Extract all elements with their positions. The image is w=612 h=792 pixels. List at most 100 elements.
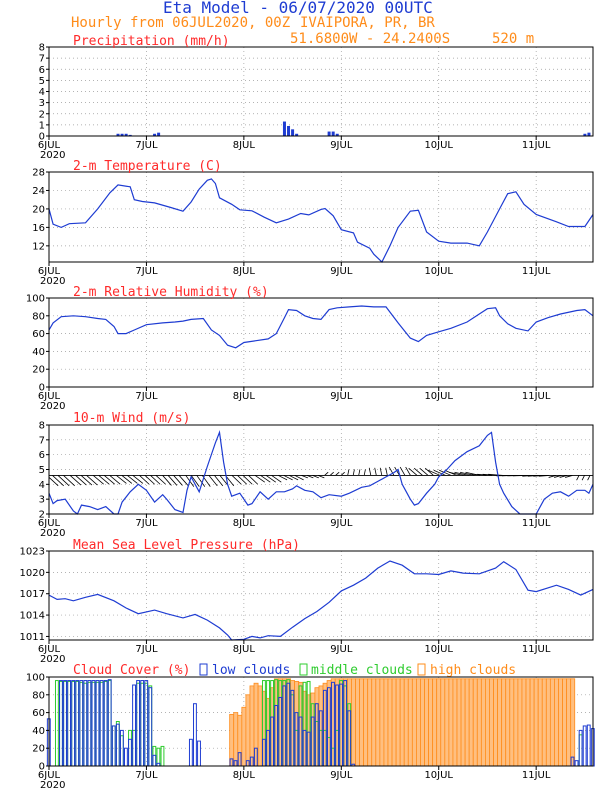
precip-xtick-label: 8JUL <box>233 140 256 151</box>
wind-barb <box>399 466 406 476</box>
precip-bar <box>128 134 132 136</box>
wind-barb <box>63 475 75 487</box>
cloud-low-bar <box>136 680 141 767</box>
legend-low-label: low clouds <box>212 663 290 678</box>
cloud-ytick-label: 0 <box>39 762 45 773</box>
wind-barb <box>388 466 395 476</box>
cloud-ytick-label: 20 <box>32 744 45 755</box>
cloud-high-bar <box>566 678 572 767</box>
cloud-high-bar <box>241 706 247 767</box>
wind-barb <box>385 467 388 476</box>
rh-xtick-label: 9JUL <box>330 391 353 402</box>
cloud-low-bar <box>582 725 587 767</box>
wind-barb <box>237 475 248 485</box>
wind-barb <box>576 475 580 481</box>
wind-barb <box>214 475 224 487</box>
cloud-high-bar <box>395 678 401 767</box>
temp-xtick-label: 6JUL <box>38 266 61 277</box>
rh-ytick-label: 100 <box>26 294 45 305</box>
cloud-high-bar <box>379 678 385 767</box>
legend-mid-label: middle clouds <box>311 663 413 678</box>
rh-ytick-label: 0 <box>39 383 45 394</box>
cloud-low-bar <box>140 680 145 767</box>
mslp-xtick-label: 10JUL <box>424 644 453 655</box>
cloud-high-bar <box>489 678 494 767</box>
wind-ytick-label: 4 <box>39 480 45 491</box>
cloud-high-bar <box>456 678 462 767</box>
cloud-low-bar <box>124 747 128 767</box>
coordinates-label: 51.6800W - 24.2400S <box>290 31 450 47</box>
cloud-frame <box>48 676 594 767</box>
wind-barb <box>254 475 266 483</box>
mslp-ytick-label: 1020 <box>20 568 45 579</box>
cloud-high-bar <box>245 694 251 767</box>
precip-ytick-label: 3 <box>39 98 45 109</box>
legend-low-swatch <box>199 663 208 676</box>
temp-ytick-label: 16 <box>32 223 45 234</box>
precip-xtick-label: 7JUL <box>135 140 158 151</box>
wind-barb <box>408 467 418 476</box>
wind-barb <box>109 475 121 485</box>
legend-mid-swatch <box>299 663 308 676</box>
wind-barb <box>347 469 350 476</box>
wind-ytick-label: 7 <box>39 435 45 446</box>
wind-barb <box>329 471 334 476</box>
precip-ytick-label: 8 <box>39 43 45 54</box>
cloud-high-bar <box>562 678 568 767</box>
cloud-high-bar <box>424 678 429 767</box>
cloud-low-bar <box>91 680 96 767</box>
cloud-high-bar <box>367 678 373 767</box>
wind-barb <box>433 469 446 476</box>
cloud-high-bar <box>517 678 523 767</box>
cloud-high-bar <box>505 678 511 767</box>
cloud-high-bar <box>363 678 369 767</box>
wind-xtick-label: 9JUL <box>330 518 353 529</box>
cloud-low-bar <box>59 680 63 767</box>
mslp-xtick-label: 11JUL <box>522 644 551 655</box>
precip-ytick-label: 7 <box>39 54 45 65</box>
precip-xtick-label: 10JUL <box>424 140 453 151</box>
wind-ytick-label: 2 <box>39 510 45 521</box>
mslp-ytick-label: 1014 <box>20 611 45 622</box>
rh-ytick-label: 20 <box>32 365 45 376</box>
cloud-high-bar <box>480 678 486 767</box>
mslp-xtick-label: 8JUL <box>233 644 256 655</box>
cloud-high-bar <box>497 678 503 767</box>
cloud-high-bar <box>432 678 438 767</box>
wind-barb <box>150 475 161 485</box>
cloud-low-bar <box>197 740 201 767</box>
mslp-frame <box>48 550 594 641</box>
precip-bar <box>295 133 299 136</box>
temp-panel: 12 16 20 24 28 6JUL2020 7JUL 8JUL 9JUL 10JUL 11JUL… <box>32 159 594 287</box>
wind-panel-title: 10-m Wind (m/s) <box>73 411 190 426</box>
precip-bar <box>124 133 128 136</box>
cloud-high-bar <box>537 678 543 767</box>
precip-ytick-label: 0 <box>39 132 45 143</box>
cloud-high-bar <box>533 678 539 767</box>
temp-series-line <box>48 178 594 263</box>
precip-bar <box>587 132 591 136</box>
cloud-high-bar <box>558 678 563 767</box>
wind-barb <box>439 469 452 476</box>
wind-barb <box>231 475 242 485</box>
cloud-high-bar <box>233 712 239 767</box>
cloud-xtick-label: 9JUL <box>330 770 353 781</box>
precip-bar <box>287 125 291 136</box>
rh-ytick-label: 60 <box>32 329 45 340</box>
wind-barb <box>289 475 299 481</box>
cloud-low-bar <box>111 725 116 767</box>
wind-barb <box>294 475 304 481</box>
wind-barb <box>424 467 434 476</box>
cloud-high-bar <box>476 678 482 767</box>
wind-barb <box>374 467 377 476</box>
cloud-mid-bar <box>160 745 165 767</box>
cloud-ytick-label: 40 <box>32 726 45 737</box>
cloud-low-bar <box>193 703 197 767</box>
cloud-high-bar <box>549 678 555 767</box>
cloud-high-bar <box>229 713 235 767</box>
cloud-panel: low clouds middle clouds high clouds 0 20 40 6… <box>26 663 595 791</box>
wind-barb <box>363 469 366 476</box>
wind-barb <box>121 475 133 484</box>
mslp-xtick-year: 2020 <box>40 654 65 665</box>
wind-xtick-label: 7JUL <box>135 518 158 529</box>
